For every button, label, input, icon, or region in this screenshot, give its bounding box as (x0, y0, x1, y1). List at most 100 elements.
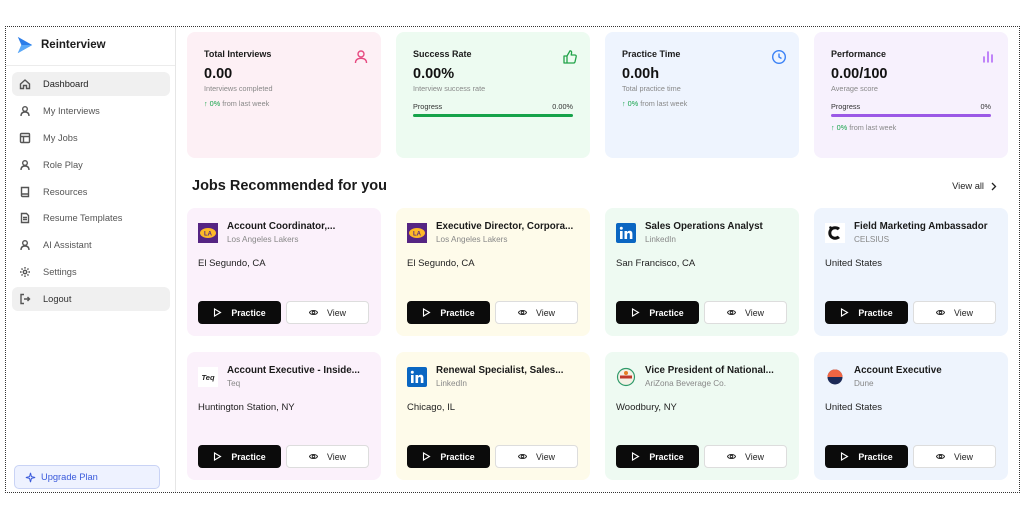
stat-change: ↑ 0% from last week (204, 99, 364, 108)
view-button[interactable]: View (286, 445, 369, 468)
change-suffix: from last week (638, 99, 688, 108)
eye-icon (727, 454, 737, 459)
celsius-logo-icon (825, 223, 845, 243)
stat-card-practice-time: Practice Time 0.00h Total practice time … (605, 32, 799, 158)
job-card[interactable]: LA Account Coordinator,... Los Angeles La… (187, 208, 381, 336)
practice-button[interactable]: Practice (198, 301, 281, 324)
sidebar-item-settings[interactable]: Settings (12, 260, 170, 284)
view-button[interactable]: View (495, 301, 578, 324)
view-button[interactable]: View (704, 445, 787, 468)
book-icon (18, 185, 31, 198)
job-title: Field Marketing Ambassador (854, 221, 988, 232)
sidebar-item-logout[interactable]: Logout (12, 287, 170, 312)
stat-card-success-rate: Success Rate 0.00% Interview success rat… (396, 32, 590, 158)
eye-icon (518, 310, 528, 315)
chevron-right-icon (991, 182, 997, 190)
eye-icon (309, 310, 319, 315)
job-card[interactable]: Account Executive Dune United States Prac… (814, 352, 1008, 480)
teq-logo-icon: Teq (198, 367, 218, 387)
view-label: View (327, 451, 346, 462)
sidebar-item-ai-assistant[interactable]: AI Assistant (12, 233, 170, 257)
dune-logo-icon (825, 367, 845, 387)
stat-subtitle: Total practice time (622, 84, 681, 93)
stat-value: 0.00 (204, 66, 233, 82)
sidebar-item-dashboard[interactable]: Dashboard (12, 72, 170, 96)
sidebar-item-role-play[interactable]: Role Play (12, 153, 170, 177)
upgrade-plan-button[interactable]: Upgrade Plan (14, 465, 160, 489)
job-card[interactable]: Sales Operations Analyst LinkedIn San Fra… (605, 208, 799, 336)
play-icon (214, 308, 222, 317)
view-label: View (745, 451, 764, 462)
sparkle-icon (25, 472, 36, 482)
job-card[interactable]: Renewal Specialist, Sales... LinkedIn Chi… (396, 352, 590, 480)
job-location: San Francisco, CA (616, 258, 696, 269)
job-card[interactable]: LA Executive Director, Corpora... Los Ang… (396, 208, 590, 336)
gear-icon (18, 266, 31, 279)
practice-button[interactable]: Practice (825, 445, 908, 468)
sidebar-item-label: Role Play (43, 159, 83, 170)
progress-bar (413, 114, 573, 117)
brand-name: Reinterview (41, 39, 106, 51)
stat-subtitle: Interview success rate (413, 84, 486, 93)
progress-bar (831, 114, 991, 117)
job-title: Sales Operations Analyst (645, 221, 763, 232)
divider (6, 65, 175, 66)
practice-button[interactable]: Practice (198, 445, 281, 468)
stat-title: Success Rate (413, 49, 472, 59)
play-icon (214, 452, 222, 461)
lakers-logo-icon: LA (407, 223, 427, 243)
teq-logo-text: Teq (201, 372, 215, 382)
view-button[interactable]: View (495, 445, 578, 468)
practice-label: Practice (231, 451, 266, 462)
sidebar-item-label: My Interviews (43, 105, 100, 116)
user-icon (354, 50, 368, 64)
progress-value: 0.00% (552, 102, 573, 111)
user-icon (18, 158, 31, 171)
job-card[interactable]: Field Marketing Ambassador CELSIUS United… (814, 208, 1008, 336)
view-button[interactable]: View (286, 301, 369, 324)
linkedin-logo-icon (407, 367, 427, 387)
change-percent: ↑ 0% (204, 99, 221, 108)
practice-label: Practice (858, 451, 893, 462)
job-title: Vice President of National... (645, 365, 774, 376)
sidebar-item-label: Logout (43, 294, 72, 305)
stat-title: Practice Time (622, 49, 681, 59)
view-label: View (536, 451, 555, 462)
practice-button[interactable]: Practice (407, 445, 490, 468)
practice-label: Practice (649, 307, 684, 318)
job-title: Account Executive (854, 365, 942, 376)
job-card[interactable]: Teq Account Executive - Inside... Teq Hun… (187, 352, 381, 480)
job-title: Renewal Specialist, Sales... (436, 365, 564, 376)
view-button[interactable]: View (913, 445, 996, 468)
sidebar-item-label: Resume Templates (43, 213, 123, 224)
practice-button[interactable]: Practice (825, 301, 908, 324)
view-button[interactable]: View (704, 301, 787, 324)
brand[interactable]: Reinterview (16, 35, 106, 55)
job-title: Executive Director, Corpora... (436, 221, 574, 232)
stat-change: ↑ 0% from last week (831, 123, 991, 132)
eye-icon (936, 454, 946, 459)
change-suffix: from last week (220, 99, 270, 108)
sidebar-item-resume-templates[interactable]: Resume Templates (12, 206, 170, 230)
practice-button[interactable]: Practice (616, 301, 699, 324)
job-location: El Segundo, CA (198, 258, 266, 269)
section-title: Jobs Recommended for you (192, 178, 387, 194)
sidebar-item-my-jobs[interactable]: My Jobs (12, 126, 170, 150)
sidebar-item-resources[interactable]: Resources (12, 180, 170, 204)
view-all-link[interactable]: View all (952, 181, 997, 191)
view-button[interactable]: View (913, 301, 996, 324)
job-card[interactable]: Vice President of National... AriZona Bev… (605, 352, 799, 480)
user-icon (18, 239, 31, 252)
stat-value: 0.00% (413, 66, 455, 82)
sidebar: Reinterview Dashboard My Interviews My J… (6, 27, 176, 492)
home-icon (18, 78, 31, 91)
svg-text:LA: LA (413, 232, 422, 238)
change-percent: ↑ 0% (622, 99, 639, 108)
practice-button[interactable]: Practice (407, 301, 490, 324)
eye-icon (727, 310, 737, 315)
stat-card-total-interviews: Total Interviews 0.00 Interviews complet… (187, 32, 381, 158)
job-company: Teq (227, 379, 241, 388)
practice-button[interactable]: Practice (616, 445, 699, 468)
sidebar-item-my-interviews[interactable]: My Interviews (12, 99, 170, 123)
practice-label: Practice (440, 307, 475, 318)
